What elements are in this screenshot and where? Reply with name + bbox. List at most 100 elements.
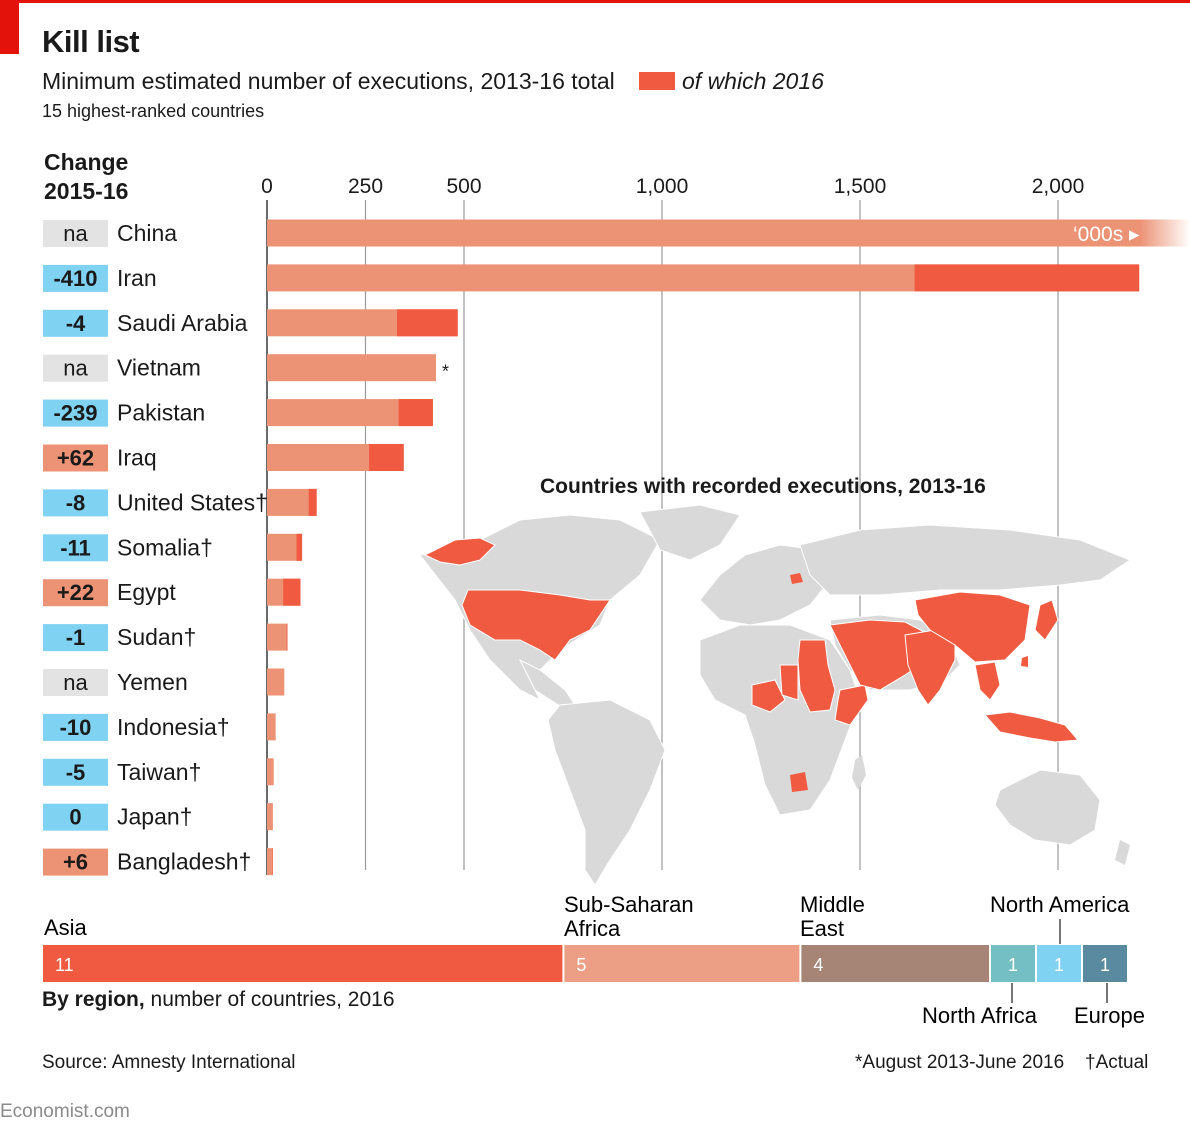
map-alaska — [423, 537, 496, 566]
bar-2016 — [286, 623, 288, 651]
bar-total — [267, 668, 285, 696]
change-badge — [43, 579, 108, 607]
change-value: 0 — [69, 805, 81, 830]
china-units-label: ‘000s ▸ — [1073, 223, 1140, 246]
map-madagascar — [852, 755, 866, 790]
chart-title: Kill list — [42, 24, 140, 59]
x-tick-label: 1,500 — [834, 175, 887, 198]
country-label: Taiwan† — [117, 759, 201, 785]
region-caption: By region, number of countries, 2016 — [42, 988, 395, 1012]
bar-total — [267, 803, 273, 831]
change-badge — [43, 309, 108, 337]
x-tick-label: 0 — [261, 175, 273, 198]
bar-2016 — [397, 309, 458, 337]
bar-total — [267, 623, 288, 651]
red-tag — [0, 0, 19, 54]
region-label-asia: Asia — [44, 915, 88, 940]
country-label: Japan† — [117, 804, 192, 830]
x-tick-label: 1,000 — [636, 175, 689, 198]
map-taiwan — [1021, 656, 1028, 667]
country-label: Somalia† — [117, 534, 213, 560]
change-value: na — [63, 356, 88, 381]
region-count: 5 — [576, 955, 586, 975]
map-botswana — [790, 772, 808, 792]
bar-total — [267, 219, 1140, 247]
map-australia — [994, 769, 1101, 846]
region-segment — [43, 945, 563, 982]
change-value: -239 — [53, 401, 97, 426]
region-caption-rest: number of countries, 2016 — [144, 988, 395, 1011]
region-count: 1 — [1008, 955, 1018, 975]
map-chad — [779, 664, 799, 701]
map-japan — [1034, 599, 1059, 641]
map-se-asia — [974, 661, 1001, 701]
bar-2016 — [369, 444, 404, 471]
country-label: Saudi Arabia — [117, 310, 248, 336]
country-label: China — [117, 220, 177, 246]
bar-2016 — [283, 578, 301, 606]
change-value: -1 — [66, 625, 86, 650]
region-label-me-1: Middle — [800, 892, 865, 917]
region-label-africa-1: Sub-Saharan — [564, 892, 694, 917]
vietnam-asterisk: * — [442, 362, 449, 382]
legend-label-2016: of which 2016 — [682, 68, 824, 94]
country-label: Bangladesh† — [117, 849, 251, 875]
change-heading: Change 2015-16 — [44, 148, 128, 206]
region-segment — [1037, 945, 1081, 982]
region-segment — [564, 945, 800, 982]
change-value: -11 — [60, 535, 91, 560]
change-value: na — [63, 221, 88, 246]
map-egypt-sudan — [797, 639, 836, 713]
region-label-north-africa: North Africa — [922, 1003, 1038, 1028]
change-value: +6 — [63, 850, 88, 875]
region-count: 1 — [1054, 955, 1064, 975]
region-label-europe: Europe — [1074, 1003, 1145, 1028]
bar-2016 — [914, 264, 1140, 292]
site-credit: Economist.com — [0, 1101, 130, 1122]
country-label: Indonesia† — [117, 714, 230, 740]
region-label-north-america: North America — [990, 892, 1130, 917]
bar-total — [267, 488, 317, 516]
footnote-vietnam: *August 2013-June 2016 — [855, 1052, 1065, 1073]
change-value: -8 — [66, 490, 86, 515]
country-labels: China Iran Saudi Arabia Vietnam Pakistan Iraq… — [117, 220, 268, 875]
x-tick-label: 250 — [348, 175, 383, 198]
country-label: Yemen — [117, 669, 188, 695]
change-value: +62 — [57, 446, 94, 471]
top-rule — [0, 0, 1190, 3]
map-belarus — [790, 573, 803, 584]
change-badge — [43, 399, 108, 427]
change-badge — [43, 669, 108, 696]
country-label: Iraq — [117, 445, 157, 471]
country-label: Iran — [117, 265, 157, 291]
x-tick-label: 2,000 — [1032, 175, 1085, 198]
change-badge — [43, 489, 108, 517]
change-badge — [43, 713, 108, 741]
region-label-africa-2: Africa — [564, 916, 621, 941]
region-segment — [991, 945, 1035, 982]
change-badge — [43, 264, 108, 292]
footnote-actual: †Actual — [1085, 1052, 1149, 1073]
change-badges: na -410 -4 na -239 +62 -8 -11 +22 -1 na -10 -5 0 +6 — [43, 220, 108, 876]
change-value: -4 — [66, 311, 86, 336]
bar-marks: ‘000s ▸ * — [267, 219, 1190, 876]
bar-2016 — [308, 488, 317, 516]
bar-total — [267, 354, 437, 382]
x-tick-labels: 0 250 500 1,000 1,500 2,000 — [261, 175, 1084, 198]
bar-total-fade — [1140, 219, 1190, 247]
change-badge — [43, 220, 108, 247]
change-badge — [43, 624, 108, 652]
map-nigeria — [751, 679, 786, 713]
change-value: -410 — [53, 266, 97, 291]
country-label: United States† — [117, 489, 268, 515]
country-label: Sudan† — [117, 624, 196, 650]
map-india — [904, 629, 956, 706]
region-caption-bold: By region, — [42, 988, 145, 1011]
map-greenland — [639, 504, 741, 561]
source-note: Source: Amnesty International — [42, 1052, 296, 1073]
change-value: na — [63, 670, 88, 695]
bar-total — [267, 713, 276, 741]
change-value: -5 — [66, 760, 86, 785]
region-count: 11 — [55, 955, 74, 975]
map-title: Countries with recorded executions, 2013… — [540, 475, 986, 498]
